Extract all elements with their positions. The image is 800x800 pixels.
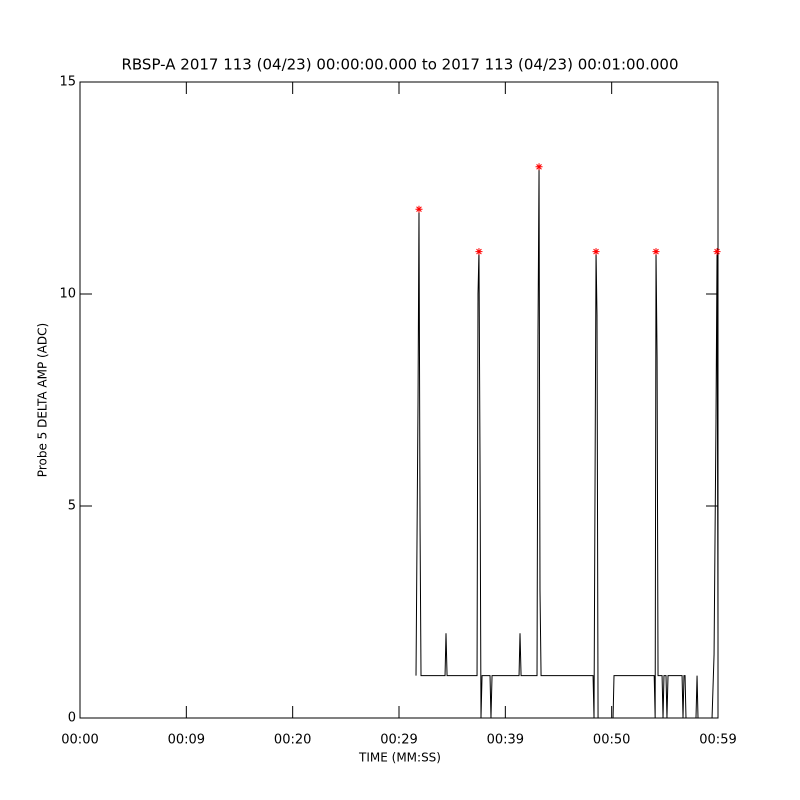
x-axis-label: TIME (MM:SS) [358,751,441,765]
x-tick-label: 00:29 [380,733,417,748]
y-tick-label: 0 [68,711,76,726]
x-tick-label: 00:59 [699,733,736,748]
x-tick-label: 00:09 [168,733,205,748]
x-tick-label: 00:20 [274,733,311,748]
y-axis-label: Probe 5 DELTA AMP (ADC) [36,323,50,477]
x-tick-label: 00:00 [61,733,98,748]
y-tick-label: 15 [59,75,76,90]
peak-marker [713,248,721,256]
x-tick-label: 00:50 [593,733,630,748]
chart-title: RBSP-A 2017 113 (04/23) 00:00:00.000 to … [121,56,678,74]
data-line [415,166,719,719]
peak-marker [652,248,660,256]
peak-marker [415,205,423,213]
x-tick-label: 00:39 [487,733,524,748]
y-tick-label: 10 [59,287,76,302]
peak-marker [475,248,483,256]
peak-marker [535,163,543,171]
y-tick-label: 5 [68,499,76,514]
peak-marker [592,248,600,256]
